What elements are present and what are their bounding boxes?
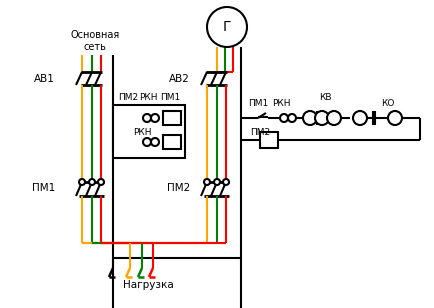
Text: РКН: РКН (139, 93, 157, 102)
Circle shape (204, 179, 210, 185)
Bar (163, 135, 181, 149)
Circle shape (353, 111, 367, 125)
Circle shape (143, 138, 151, 146)
Bar (163, 111, 181, 125)
Text: КО: КО (381, 99, 395, 108)
Text: ПМ1: ПМ1 (248, 99, 268, 108)
Bar (260, 132, 278, 148)
Circle shape (79, 179, 85, 185)
Bar (113, 105, 185, 158)
Circle shape (143, 114, 151, 122)
Circle shape (98, 179, 104, 185)
Circle shape (214, 179, 220, 185)
Circle shape (89, 179, 95, 185)
Circle shape (223, 179, 229, 185)
Circle shape (315, 111, 329, 125)
Circle shape (207, 7, 247, 47)
Text: РКН: РКН (133, 128, 151, 137)
Circle shape (151, 114, 159, 122)
Circle shape (280, 114, 288, 122)
Text: Нагрузка: Нагрузка (123, 280, 173, 290)
Text: АВ2: АВ2 (169, 74, 190, 84)
Text: АВ1: АВ1 (34, 74, 55, 84)
Text: Основная
сеть: Основная сеть (70, 30, 120, 52)
Text: ПМ2: ПМ2 (167, 183, 190, 193)
Text: ПМ2: ПМ2 (250, 128, 270, 137)
Text: РКН: РКН (272, 99, 290, 108)
Text: ПМ1: ПМ1 (32, 183, 55, 193)
Circle shape (327, 111, 341, 125)
Text: ПМ1: ПМ1 (160, 93, 180, 102)
Circle shape (288, 114, 296, 122)
Text: КВ: КВ (319, 93, 331, 102)
Text: Г: Г (223, 20, 231, 34)
Circle shape (303, 111, 317, 125)
Text: ПМ2: ПМ2 (118, 93, 138, 102)
Circle shape (151, 138, 159, 146)
Circle shape (388, 111, 402, 125)
